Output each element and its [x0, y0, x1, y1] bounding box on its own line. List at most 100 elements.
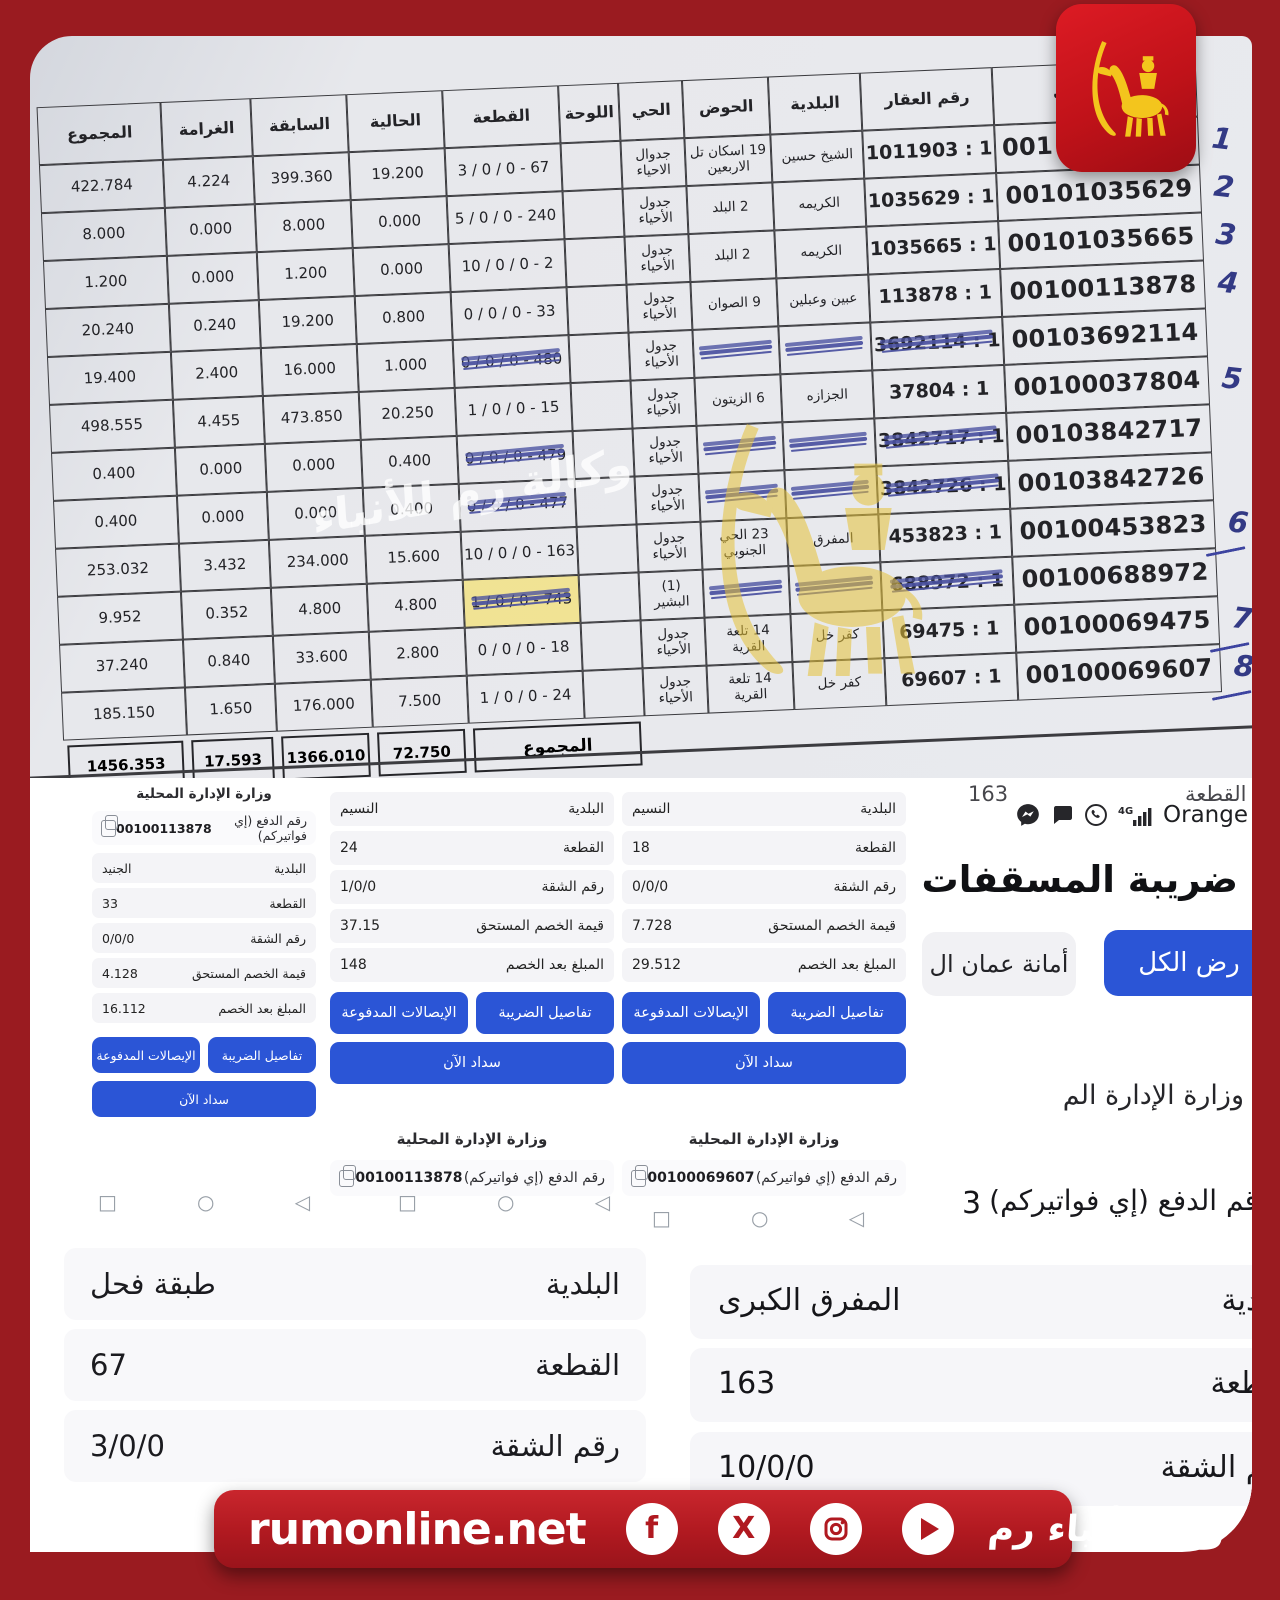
zoom-field-row-plot: قطعة 163: [690, 1348, 1252, 1422]
fragment-value: 163: [968, 782, 1009, 802]
cell-efawateer-number: 00103842726: [1008, 452, 1215, 509]
cell-district: جدول الأحياء: [626, 281, 693, 333]
tax-details-button[interactable]: تفاصيل الضريبة: [476, 992, 614, 1034]
cell-previous: 33.600: [272, 631, 371, 684]
cell-efawateer-number: 00100453823: [1010, 500, 1217, 557]
card2-fields: البلدية النسيم القطعة 24 رقم الشقة 1/0/0…: [330, 792, 614, 982]
recents-icon[interactable]: □: [98, 1190, 117, 1214]
header-basin: الحوض: [681, 76, 771, 139]
cell-fine: 0.240: [168, 300, 261, 352]
back-icon[interactable]: ◁: [594, 1190, 610, 1214]
field-label: رقم الشقة: [541, 879, 604, 895]
recents-icon[interactable]: □: [652, 1206, 671, 1230]
field-value: 0/0/0: [102, 930, 135, 946]
field-value: 18: [632, 840, 650, 856]
show-all-button[interactable]: رض الكل: [1104, 930, 1252, 996]
copy-icon[interactable]: [631, 1164, 648, 1187]
pay-number-row: رقم الدفع (إي فواتيركم) 00100113878: [92, 811, 316, 845]
zoomed-panel-right-top: 163 القطعة 4G Orange ضريبة المسقفات أم: [906, 782, 1252, 1244]
field-label: القطعة: [563, 840, 604, 856]
zoom-field-row-municipality: بلدية المفرق الكبرى: [690, 1265, 1252, 1339]
cell-fine: 0.840: [182, 635, 275, 688]
cell-previous: 8.000: [254, 200, 353, 253]
x-twitter-icon[interactable]: X: [717, 1503, 770, 1555]
copy-icon[interactable]: [339, 1164, 356, 1187]
facebook-icon[interactable]: f: [625, 1503, 678, 1555]
cell-previous: 16.000: [260, 344, 359, 396]
field-value: 7.728: [632, 918, 673, 934]
app-screenshots-zone: وزارة الإدارة المحلية رقم الدفع (إي فوات…: [30, 778, 1252, 1552]
ministry-title: وزارة الإدارة الم: [1062, 1080, 1244, 1111]
instagram-icon[interactable]: [809, 1503, 862, 1555]
cell-basin: 9 الصوان: [690, 278, 779, 330]
cell-fine: 0.000: [176, 491, 269, 544]
recents-icon[interactable]: □: [398, 1190, 417, 1214]
pay-now-button[interactable]: سداد الآن: [330, 1042, 614, 1084]
cell-plate: [560, 140, 623, 192]
row-margin-number: 6: [1212, 497, 1252, 550]
field-value: المفرق الكبرى: [718, 1283, 901, 1318]
cell-basin: [692, 326, 781, 378]
cropped-row-fragment: 163 القطعة: [906, 782, 1252, 802]
pay-now-button[interactable]: سداد الآن: [622, 1042, 906, 1084]
back-icon[interactable]: ◁: [848, 1206, 864, 1230]
cell-current: 0.000: [352, 244, 451, 297]
camel-rider-icon: [1092, 41, 1169, 137]
youtube-icon[interactable]: [901, 1503, 954, 1555]
totals-previous: 1366.010: [281, 732, 371, 778]
zoomed-card-left: البلدية طبقة فحل القطعة 67 رقم الشقة 3/0…: [64, 1248, 646, 1491]
pay-number-row: قم الدفع (إي فواتيركم) 3: [906, 1176, 1252, 1234]
field-label: القطعة: [535, 1348, 620, 1382]
cell-efawateer-number: 00101035629: [996, 164, 1202, 222]
home-icon[interactable]: ○: [751, 1206, 769, 1230]
pay-number-label: قم الدفع (إي فواتيركم): [989, 1184, 1252, 1217]
ministry-title: وزارة الإدارة المحلية: [136, 786, 272, 802]
copy-icon[interactable]: [101, 814, 118, 837]
header-current: الحالية: [346, 90, 445, 153]
tax-details-button[interactable]: تفاصيل الضريبة: [208, 1037, 316, 1073]
cell-total: 19.400: [46, 351, 173, 405]
cell-fine: 2.400: [170, 348, 263, 400]
field-label: بلدية: [1221, 1283, 1252, 1318]
row-margin-number: 3: [1214, 216, 1239, 253]
cell-property-number: 1011903 : 1: [862, 125, 997, 179]
paid-receipts-button[interactable]: الإيصالات المدفوعة: [92, 1037, 200, 1073]
cell-plate: [580, 620, 643, 671]
cell-total: 9.952: [57, 591, 183, 645]
pay-number-value: 00100113878: [116, 820, 212, 836]
cell-basin: 2 البلد: [688, 230, 777, 282]
cell-municipality: عبين وعبلين: [776, 274, 871, 327]
paid-receipts-button[interactable]: الإيصالات المدفوعة: [330, 992, 468, 1034]
tax-card-3: البلدية النسيم القطعة 18 رقم الشقة 0/0/0…: [622, 792, 906, 1196]
website-link[interactable]: rumonline.net: [248, 1503, 587, 1555]
cell-previous: 176.000: [274, 679, 373, 732]
row-margin-number: [1214, 545, 1252, 598]
cell-current: 4.800: [366, 579, 465, 632]
home-icon[interactable]: ○: [197, 1190, 215, 1214]
cell-total: 422.784: [38, 159, 165, 214]
cell-fine: 4.224: [162, 156, 255, 208]
cell-total: 498.555: [49, 399, 175, 453]
cell-plot: 3 / 0 / 0 - 67: [444, 143, 563, 197]
back-icon[interactable]: ◁: [294, 1190, 310, 1214]
footer-banner: rumonline.net f X وكالة أنباء رم: [214, 1490, 1226, 1568]
field-label: قيمة الخصم المستحق: [476, 918, 604, 934]
cell-total: 37.240: [59, 639, 185, 693]
cell-plot: 0 / 0 / 0 - 480: [452, 335, 571, 388]
amman-filter-button[interactable]: أمانة عمان ال: [922, 932, 1076, 996]
cell-total: 0.400: [51, 447, 177, 501]
pay-now-button[interactable]: سداد الآن: [92, 1081, 316, 1117]
field-value: 24: [340, 840, 358, 856]
cell-plate: [566, 284, 629, 336]
tax-card-2: البلدية النسيم القطعة 24 رقم الشقة 1/0/0…: [330, 792, 614, 1196]
header-district: الحي: [618, 80, 685, 141]
tax-details-button[interactable]: تفاصيل الضريبة: [768, 992, 906, 1034]
header-previous: السابقة: [250, 94, 349, 157]
paid-receipts-button[interactable]: الإيصالات المدفوعة: [622, 992, 760, 1034]
home-icon[interactable]: ○: [497, 1190, 515, 1214]
totals-label: المجموع: [472, 721, 643, 773]
cell-fine: 0.000: [166, 252, 259, 304]
field-label: البلدية: [545, 1267, 620, 1301]
cell-fine: 0.000: [174, 443, 267, 496]
pay-number-label: رقم الدفع (إي فواتيركم): [463, 1170, 605, 1186]
